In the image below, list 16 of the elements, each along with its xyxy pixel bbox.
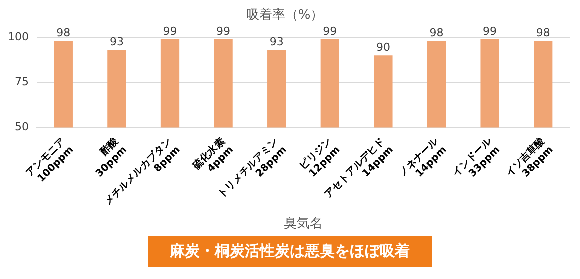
data-label: 93: [270, 36, 284, 49]
chart-title: 吸着率（%）: [246, 7, 324, 24]
y-tick-label: 100: [8, 30, 29, 44]
data-label: 99: [216, 24, 231, 38]
y-tick-label: 50: [14, 120, 29, 134]
data-label: 99: [163, 24, 178, 38]
data-label: 99: [323, 24, 338, 38]
data-label: 98: [536, 26, 550, 40]
text: 麻炭・桐炭活性炭は悪臭をほぼ吸着: [148, 236, 432, 267]
data-label: 93: [110, 36, 124, 49]
y-tick-label: 75: [14, 76, 29, 89]
data-label: 99: [483, 24, 498, 38]
data-label: 90: [376, 40, 390, 54]
data-label: 98: [56, 26, 71, 40]
data-label: 98: [430, 26, 444, 40]
x-axis-title: 臭気名: [284, 216, 323, 232]
